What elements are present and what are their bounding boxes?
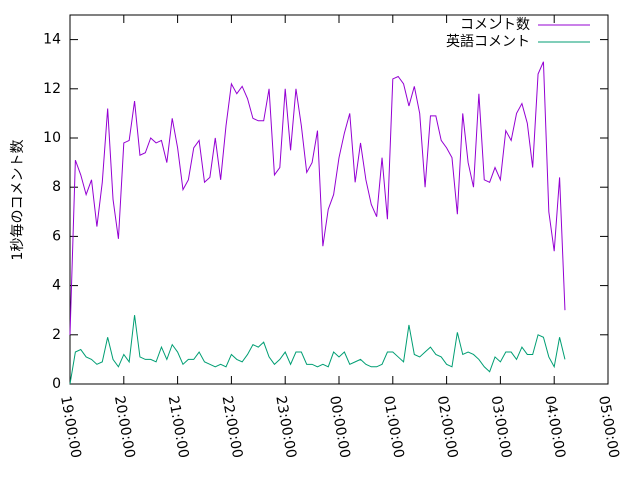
y-tick-label: 8 (52, 179, 61, 195)
y-tick-label: 4 (52, 278, 61, 294)
x-tick-label: 23:00:00 (272, 395, 299, 460)
y-tick-label: 2 (52, 327, 61, 343)
y-tick-label: 10 (43, 130, 61, 146)
plot-border (69, 14, 609, 385)
x-tick-label: 00:00:00 (326, 395, 353, 460)
x-tick-label: 04:00:00 (541, 395, 568, 460)
y-tick-label: 6 (52, 228, 61, 244)
x-tick-label: 02:00:00 (434, 395, 461, 460)
x-tick-label: 22:00:00 (219, 395, 246, 460)
legend-label: コメント数 (460, 17, 530, 33)
x-tick-label: 20:00:00 (111, 395, 138, 460)
y-tick-label: 0 (52, 376, 61, 392)
y-tick-label: 14 (43, 32, 61, 48)
y-tick-label: 12 (43, 81, 61, 97)
x-tick-label: 01:00:00 (380, 395, 407, 460)
x-tick-label: 03:00:00 (488, 395, 515, 460)
x-tick-label: 21:00:00 (165, 395, 192, 460)
legend-label: 英語コメント (446, 33, 530, 50)
x-tick-label: 05:00:00 (595, 395, 622, 460)
y-axis-label: 1秒毎のコメント数 (10, 140, 26, 261)
x-tick-label: 19:00:00 (57, 395, 84, 460)
series-line (69, 61, 566, 335)
series-line (69, 315, 566, 385)
